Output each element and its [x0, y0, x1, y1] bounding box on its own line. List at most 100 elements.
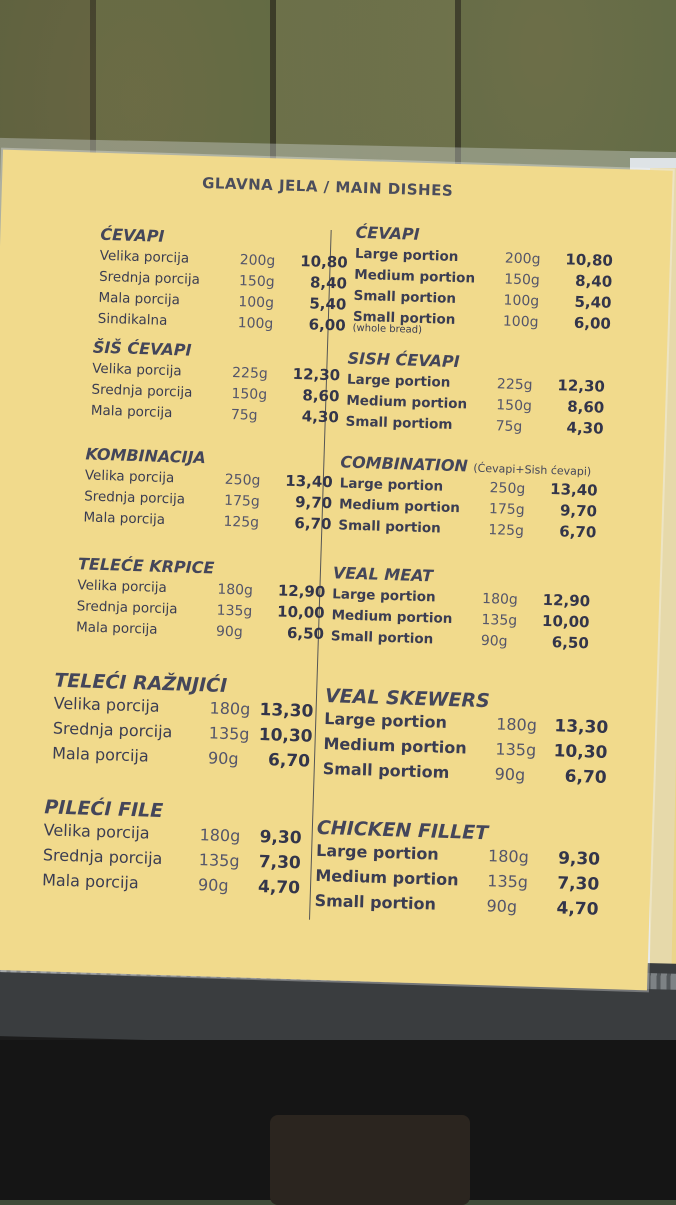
menu-page: GLAVNA JELA / MAIN DISHES ĆEVAPI Velika …: [0, 149, 673, 991]
item-name: Medium portion: [339, 496, 489, 517]
item-price: 5,40: [309, 294, 347, 314]
item-weight: 250g: [489, 480, 526, 498]
item-name: Small portion: [353, 288, 503, 309]
item-weight: 180g: [199, 825, 241, 846]
item-weight: 225g: [231, 364, 268, 383]
item-name: Medium portion: [354, 267, 504, 288]
item-name: Small portion: [331, 628, 481, 649]
item-name-text: Large portion: [331, 586, 436, 606]
background-dark: [0, 1040, 676, 1205]
item-price: 8,40: [309, 273, 348, 293]
item-price: 12,30: [557, 376, 606, 396]
menu-section: ĆEVAPI Velika porcija 200g 10,80 Srednja…: [97, 225, 348, 338]
item-weight: 90g: [480, 632, 508, 650]
item-name: Srednja porcija: [84, 488, 224, 508]
item-weight: 135g: [487, 871, 529, 892]
item-name-text: Mala porcija: [51, 743, 149, 766]
item-price: 12,30: [292, 364, 341, 385]
item-name-text: Mala porcija: [98, 289, 181, 309]
item-weight: 125g: [488, 522, 525, 540]
item-name-text: Velika porcija: [43, 820, 150, 843]
menu-section: COMBINATION (Ćevapi+Sish ćevapi) Large p…: [338, 452, 599, 544]
menu-section: TELEĆE KRPICE Velika porcija 180g 12,90 …: [76, 554, 327, 646]
item-name-text: Velika porcija: [53, 693, 160, 716]
item-weight: 100g: [237, 315, 274, 333]
item-name: Srednja porcija: [91, 382, 231, 402]
item-name-text: Medium portion: [346, 392, 468, 413]
menu-section: ŠIŠ ĆEVAPI Velika porcija 225g 12,30 Sre…: [91, 338, 342, 430]
item-price: 12,90: [542, 590, 591, 611]
menu-section: TELEĆI RAŽNJIĆI Velika porcija 180g 13,3…: [51, 670, 314, 777]
item-name-text: Velika porcija: [91, 360, 182, 380]
item-price: 13,30: [259, 700, 314, 722]
item-price: 13,40: [285, 471, 334, 492]
item-name-text: Large portion: [315, 840, 440, 864]
item-name-text: Large portion: [324, 709, 448, 732]
item-name: Mala porcija: [91, 403, 231, 423]
item-price: 13,40: [549, 480, 598, 500]
item-price: 13,30: [554, 716, 609, 738]
item-name-text: Medium portion: [354, 266, 476, 287]
item-name: Small portion (whole bread): [352, 309, 503, 340]
item-name-text: Sindikalna: [97, 310, 168, 329]
item-weight: 200g: [504, 250, 541, 268]
item-weight: 135g: [198, 850, 240, 871]
item-price: 9,30: [259, 827, 302, 849]
item-price: 6,70: [267, 750, 311, 772]
item-price: 7,30: [557, 873, 600, 895]
section-name: VEAL SKEWERS: [324, 685, 491, 713]
section-note: (Ćevapi+Sish ćevapi): [473, 461, 592, 479]
item-price: 4,70: [556, 898, 599, 920]
item-weight: 75g: [495, 418, 523, 436]
item-weight: 135g: [208, 723, 250, 744]
item-name-text: Medium portion: [338, 496, 461, 517]
menu-title: GLAVNA JELA / MAIN DISHES: [201, 173, 454, 200]
item-price: 12,90: [277, 581, 326, 602]
item-name: Large portion: [347, 372, 497, 393]
item-weight: 150g: [496, 397, 533, 415]
item-price: 9,70: [559, 501, 598, 521]
item-name-text: Small portiom: [322, 759, 450, 783]
item-name: Srednja porcija: [76, 598, 216, 618]
item-name: Mala porcija: [98, 290, 238, 310]
item-weight: 90g: [207, 748, 239, 769]
section-name: KOMBINACIJA: [85, 444, 207, 468]
section-name: SISH ĆEVAPI: [347, 348, 460, 372]
item-weight: 100g: [238, 294, 275, 312]
menu-section: PILEĆI FILE Velika porcija 180g 9,30 Sre…: [42, 796, 303, 903]
item-price: 4,30: [301, 407, 340, 427]
item-name: Srednja porcija: [43, 845, 200, 869]
item-name: Srednja porcija: [99, 269, 239, 289]
item-name: Medium portion: [315, 866, 488, 890]
item-name: Large portion: [339, 475, 489, 496]
item-weight: 100g: [503, 292, 540, 310]
item-price: 8,60: [566, 397, 605, 417]
item-name-text: Mala porcija: [83, 509, 166, 528]
item-price: 6,50: [286, 623, 325, 643]
item-name-text: Mala porcija: [41, 870, 139, 893]
item-name: Velika porcija: [85, 467, 225, 487]
item-name-text: Large portion: [346, 371, 451, 391]
item-weight: 125g: [223, 513, 260, 531]
item-price: 9,70: [294, 493, 333, 513]
item-weight: 150g: [238, 273, 275, 291]
item-weight: 180g: [209, 698, 251, 719]
section-name: CHICKEN FILLET: [316, 816, 489, 845]
item-price: 10,00: [276, 602, 325, 623]
item-name: Large portion: [324, 709, 497, 733]
item-price: 6,00: [308, 315, 346, 335]
section-name: VEAL MEAT: [332, 563, 434, 586]
item-name-text: Srednja porcija: [52, 718, 173, 742]
item-name-text: Mala porcija: [90, 402, 173, 422]
item-weight: 150g: [503, 271, 541, 289]
item-price: 6,70: [564, 766, 607, 788]
item-price: 5,40: [574, 292, 612, 312]
item-name: Velika porcija: [77, 577, 217, 597]
menu-section: CHICKEN FILLET Large portion 180g 9,30 M…: [314, 817, 601, 925]
item-weight: 90g: [486, 896, 518, 917]
item-name: Large portion: [316, 841, 489, 865]
item-name-text: Small portion: [353, 287, 457, 307]
item-name-text: Srednja porcija: [76, 598, 178, 618]
section-name: ŠIŠ ĆEVAPI: [92, 337, 192, 360]
item-weight: 180g: [217, 581, 254, 599]
